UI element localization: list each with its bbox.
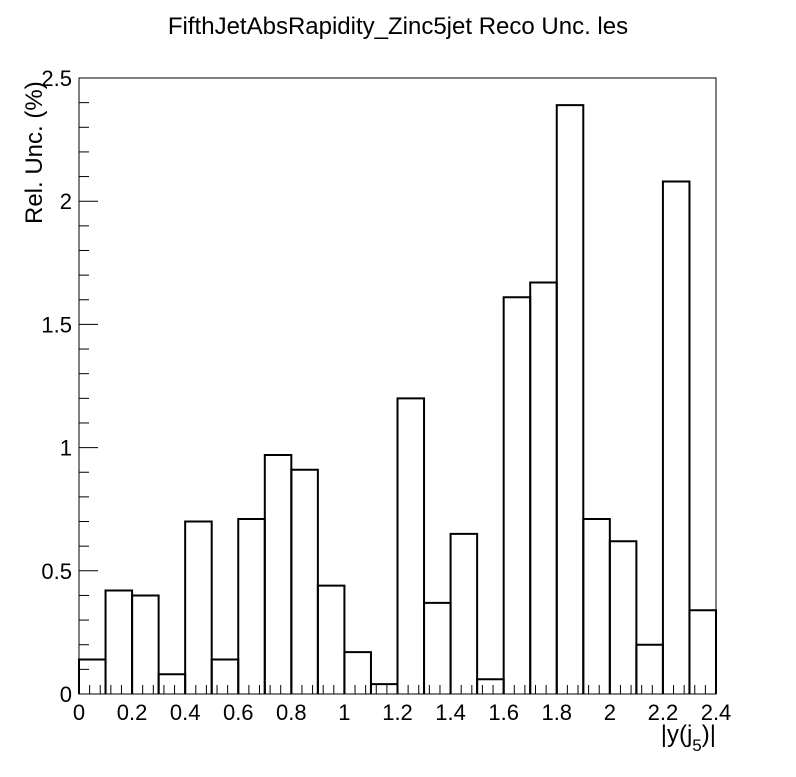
histogram-bin xyxy=(157,673,187,694)
y-tick-label: 1.5 xyxy=(41,312,72,337)
x-tick-label: 1.2 xyxy=(382,700,413,725)
y-tick-label: 2 xyxy=(60,189,72,214)
histogram-bin xyxy=(449,532,479,694)
x-axis-label: |y(j5)| xyxy=(661,721,716,755)
histogram-bin xyxy=(184,520,213,694)
histogram-bin xyxy=(635,643,664,694)
y-tick-label: 1 xyxy=(60,436,72,461)
histogram-bin xyxy=(290,468,319,694)
histogram-bin xyxy=(210,658,240,694)
y-tick-label: 2.5 xyxy=(41,66,72,91)
x-tick-label: 0.2 xyxy=(117,700,148,725)
histogram-bin xyxy=(608,540,638,694)
x-tick-label: 1.4 xyxy=(435,700,466,725)
histogram-bin xyxy=(582,518,611,694)
x-tick-label: 0 xyxy=(73,700,85,725)
histogram-bin xyxy=(529,281,558,694)
x-axis-label-tail: )| xyxy=(702,721,716,748)
histogram-bin xyxy=(396,397,426,694)
histogram-bin xyxy=(555,104,585,694)
x-tick-label: 1.6 xyxy=(488,700,519,725)
x-axis-label-main: |y(j xyxy=(661,721,693,748)
histogram-bin xyxy=(369,683,399,694)
histogram-bin xyxy=(237,518,266,694)
y-tick-label: 0 xyxy=(60,682,72,707)
histogram-bin xyxy=(661,180,691,694)
x-tick-label: 2.2 xyxy=(648,700,679,725)
x-tick-label: 2.4 xyxy=(701,700,732,725)
x-axis-label-subscript: 5 xyxy=(692,736,701,755)
histogram-bin xyxy=(263,453,293,694)
histogram-bin xyxy=(131,594,160,694)
y-tick-label: 0.5 xyxy=(41,559,72,584)
chart-title: FifthJetAbsRapidity_Zinc5jet Reco Unc. l… xyxy=(168,13,628,40)
histogram-bin xyxy=(502,296,532,694)
x-tick-label: 0.6 xyxy=(223,700,254,725)
histogram-bin xyxy=(476,678,505,694)
histogram-bin xyxy=(104,589,134,694)
histogram-bin xyxy=(343,651,372,694)
x-tick-label: 1.8 xyxy=(541,700,572,725)
x-tick-label: 2 xyxy=(604,700,616,725)
x-tick-label: 0.4 xyxy=(170,700,201,725)
histogram-bin xyxy=(423,601,452,694)
x-tick-label: 0.8 xyxy=(276,700,307,725)
histogram-bin xyxy=(78,658,107,694)
histogram-bin xyxy=(316,584,346,694)
histogram-bin xyxy=(688,609,717,694)
y-axis-label: Rel. Unc. (%) xyxy=(21,81,48,224)
x-tick-label: 1 xyxy=(338,700,350,725)
